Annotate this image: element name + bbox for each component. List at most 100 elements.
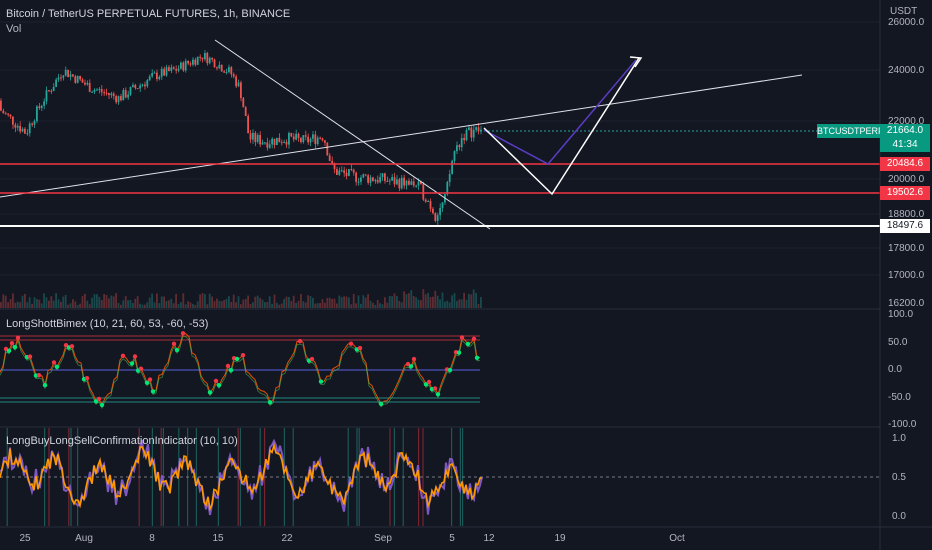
volume-bar <box>259 297 261 308</box>
osc1-buy-dot <box>6 348 12 354</box>
volume-bar <box>40 303 43 308</box>
time-tick-label: 8 <box>149 533 155 544</box>
price-tick-label: 24000.0 <box>888 65 925 76</box>
volume-bar <box>235 302 237 308</box>
volume-bar <box>211 296 213 308</box>
volume-bar <box>384 297 386 308</box>
candle-body <box>453 151 456 161</box>
indicator1-name: LongShottBimex (10, 21, 60, 53, -60, -53… <box>6 318 209 330</box>
volume-bar <box>184 304 187 308</box>
candle-body <box>273 138 276 146</box>
candle-body <box>132 84 134 88</box>
candle-body <box>216 67 218 69</box>
volume-bar <box>254 296 257 308</box>
volume-bar <box>237 296 240 308</box>
candle-body <box>427 200 429 202</box>
trendline-ascending[interactable] <box>0 74 803 198</box>
volume-bar <box>36 299 38 308</box>
candle-body <box>456 145 458 152</box>
osc1-sell-dot <box>432 386 438 391</box>
volume-bar <box>170 298 173 308</box>
candle-body <box>472 129 475 138</box>
candle-body <box>451 160 453 174</box>
volume-bar <box>208 293 211 308</box>
volume-bar <box>21 295 24 308</box>
osc2-bar <box>402 428 404 526</box>
candle-body <box>230 67 233 75</box>
trendline-descending[interactable] <box>214 39 491 230</box>
projection-path-white[interactable] <box>483 57 640 196</box>
volume-bar <box>405 294 408 308</box>
osc1-sell-dot <box>180 331 186 336</box>
volume-bar <box>192 303 194 308</box>
volume-bar <box>436 295 439 308</box>
volume-bar <box>300 293 302 308</box>
candle-body <box>151 73 153 77</box>
volume-bar <box>415 297 417 308</box>
candle-body <box>64 69 67 76</box>
candle-body <box>105 92 108 94</box>
volume-bar <box>43 293 45 308</box>
osc2-bar <box>264 428 266 526</box>
candle-body <box>283 141 285 143</box>
volume-bar <box>108 298 110 308</box>
osc1-sell-dot <box>69 344 75 349</box>
candle-body <box>127 94 129 98</box>
candle-body <box>160 68 163 77</box>
candle-body <box>208 57 211 64</box>
candle-body <box>40 105 43 109</box>
osc2-bar <box>389 428 391 526</box>
osc2-bar <box>70 428 72 526</box>
candle-body <box>278 137 281 143</box>
time-axis: 25 Aug 8 15 22 Sep 5 12 19 Oct <box>19 533 685 544</box>
volume-bar <box>326 297 329 308</box>
volume-bar <box>132 303 134 308</box>
time-tick-label: Sep <box>374 533 392 544</box>
volume-bar <box>244 299 247 308</box>
volume-bar <box>280 303 283 308</box>
osc1-sell-dot <box>240 352 246 358</box>
osc1-buy-dot <box>150 389 156 394</box>
candle-body <box>415 185 417 187</box>
volume-bar <box>309 295 312 308</box>
level-tag-support: 18497.6 <box>880 219 930 233</box>
osc1-buy-dot <box>234 356 240 362</box>
candle-body <box>55 79 57 87</box>
osc1-buy-dot <box>144 380 150 385</box>
candle-body <box>232 74 235 77</box>
candle-body <box>338 170 341 175</box>
volume-bar <box>144 304 146 308</box>
candle-body <box>168 67 170 71</box>
volume-bar <box>470 294 473 308</box>
candle-body <box>67 69 69 78</box>
volume-bar <box>79 303 81 308</box>
volume-bar <box>165 300 168 308</box>
volume-bar <box>441 292 444 308</box>
candle-body <box>7 113 9 115</box>
candle-body <box>220 64 223 72</box>
price-axis: 26000.0 24000.0 22000.0 20000.0 18800.0 17800… <box>888 17 925 309</box>
volume-bar <box>316 303 319 308</box>
candle-body <box>247 116 249 134</box>
candle-body <box>223 71 225 73</box>
candle-body <box>398 179 401 189</box>
candle-body <box>268 144 271 148</box>
candle-body <box>69 74 72 78</box>
volume-bar <box>362 295 365 308</box>
volume-bar <box>304 302 307 308</box>
volume-bar <box>67 304 69 308</box>
projection-path-blue[interactable] <box>483 59 637 165</box>
volume-bar <box>410 290 413 308</box>
oscillator-1 <box>0 331 481 409</box>
candle-body <box>302 135 305 143</box>
osc2-bar <box>283 428 285 526</box>
volume-bar <box>321 299 324 308</box>
candle-body <box>31 123 33 125</box>
candle-body <box>266 142 269 148</box>
candle-body <box>158 76 161 80</box>
volume-bar <box>139 303 141 308</box>
volume-bar <box>117 302 120 308</box>
volume-bar <box>103 294 105 308</box>
candle-body <box>112 93 115 97</box>
